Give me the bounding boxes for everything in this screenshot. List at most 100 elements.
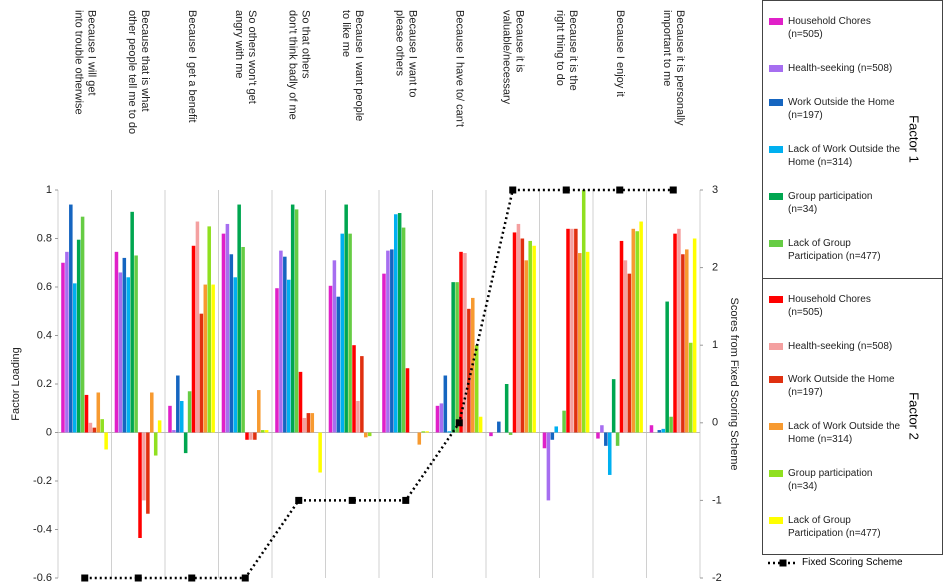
bar [176,375,180,433]
x-tick-label: So that others [299,10,311,79]
bar [421,431,425,433]
bar [318,432,322,473]
bar [397,213,402,433]
bar [211,284,215,433]
bar [310,413,315,433]
bar [237,204,241,433]
bar [114,251,119,433]
legend-swatch [769,342,783,350]
legend-group: Factor 1 Household Chores (n=505) Health-s… [762,0,943,279]
legend-item: Work Outside the Home (n=197) [769,373,902,399]
legend-item: Lack of Group Participation (n=477) [769,237,902,263]
x-tick-label: Because I want people [353,10,365,121]
bar [80,216,85,433]
legend-swatch [769,99,783,107]
bar [69,204,73,433]
line-marker [188,574,196,582]
bar [677,228,681,433]
legend-label: Group participation (n=34) [788,191,873,216]
bar [298,371,303,433]
x-tick-label: angry with me [233,10,245,78]
bar [221,233,226,433]
bar [673,233,677,433]
bar [474,345,479,433]
x-tick-label: So others won't get [246,10,258,104]
bar [692,238,697,433]
bar [279,250,283,433]
bar [229,254,234,433]
bar [562,410,566,433]
y2-tick-label: 1 [712,339,718,351]
line-marker [134,574,142,582]
bar [340,233,345,433]
bar [570,228,574,433]
x-tick-label: Because that is what [139,10,151,112]
y-tick-label: -0.2 [33,475,52,487]
bar [596,432,600,439]
bar [459,251,463,433]
x-tick-label: Because I will get [85,10,97,96]
bar [520,238,525,433]
bar [524,260,529,433]
y-tick-label: 0.4 [37,329,52,341]
bar [264,430,269,433]
bar [92,427,97,433]
bar [142,432,146,501]
bar [619,240,624,433]
bar [439,403,444,433]
x-tick-label: Because it is [513,10,525,73]
bar [542,432,547,449]
y-tick-label: -0.4 [33,523,52,535]
line-marker [455,419,463,427]
legend-item: Fixed Scoring Scheme [768,557,903,568]
bar [681,254,685,433]
legend-label: Group participation (n=34) [788,467,873,492]
line-marker [669,186,677,194]
bar [649,425,654,433]
bar [207,226,211,433]
bar [550,432,555,440]
bar [516,223,521,433]
legend-label: Work Outside the Home (n=197) [788,97,895,122]
y2-axis-label: Scores from Fixed Scoring Scheme [728,297,740,470]
bar [443,375,448,433]
bar [72,283,77,433]
bar [348,233,352,433]
bar [195,221,200,433]
line-marker [295,496,303,504]
bar [364,432,368,438]
bar [615,432,620,446]
bar [253,432,257,440]
bar [554,426,559,433]
bar [104,432,108,450]
bar [600,425,604,433]
bar [146,432,150,514]
legend-swatch [769,516,783,524]
bar [607,432,612,475]
bar [393,214,398,433]
y2-tick-label: 2 [712,262,718,274]
bar [286,279,291,433]
bar [76,239,81,433]
bar [447,431,452,433]
x-tick-label: Because I want to [406,10,418,97]
y-tick-label: 0.8 [37,232,52,244]
bar [508,432,513,435]
legend-item: Health-seeking (n=508) [769,62,902,75]
bar [512,232,517,433]
bar [382,273,386,433]
y2-tick-label: 0 [712,417,718,429]
x-tick-label: valuable/necessary [500,10,512,105]
bar [528,240,532,433]
bar [390,249,394,433]
bar [245,432,249,440]
legend-item: Health-seeking (n=508) [769,340,902,353]
bar [118,272,123,433]
bar [386,250,390,433]
bar [168,405,172,433]
bar [631,228,636,433]
legend-item: Lack of Group Participation (n=477) [769,514,902,540]
bar [657,430,662,433]
x-tick-label: Because it is personally [674,10,686,126]
legend-label: Health-seeking (n=508) [788,63,893,75]
